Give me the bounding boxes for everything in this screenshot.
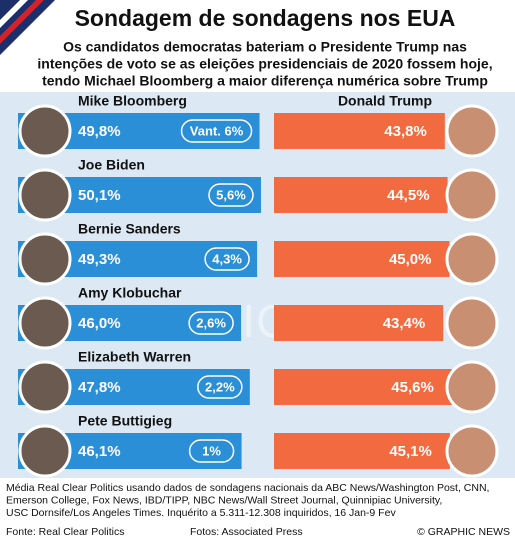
photo-credit: Fotos: Associated Press bbox=[190, 526, 303, 538]
credit: © GRAPHIC NEWS bbox=[417, 526, 510, 538]
value-label: 50,1% bbox=[78, 187, 121, 204]
margin-pill bbox=[197, 375, 243, 399]
note-line: Emerson College, Fox News, IBD/TIPP, NBC… bbox=[6, 494, 442, 506]
value-label: 47,8% bbox=[78, 379, 121, 396]
value-label: 46,0% bbox=[78, 315, 121, 332]
candidate-name: Amy Klobuchar bbox=[78, 285, 182, 301]
legend-label: Donald Trump bbox=[338, 93, 432, 109]
subtitle-line: tendo Michael Bloomberg a maior diferenç… bbox=[42, 73, 488, 89]
value-label: 49,3% bbox=[78, 251, 121, 268]
photo bbox=[445, 296, 499, 350]
margin-pill bbox=[188, 311, 234, 335]
value-label: 43,8% bbox=[384, 123, 427, 140]
chart-title: Sondagem de sondagens nos EUA bbox=[75, 5, 456, 31]
bar bbox=[274, 369, 452, 405]
value-label: 45,6% bbox=[391, 379, 434, 396]
margin-pill bbox=[208, 183, 254, 207]
photo bbox=[445, 424, 499, 478]
flag-stripe bbox=[0, 0, 44, 44]
subtitle-line: Os candidatos democratas bateriam o Pres… bbox=[63, 39, 467, 55]
value-label: 45,0% bbox=[389, 251, 432, 268]
margin-label: 2,6% bbox=[196, 315, 226, 330]
value-label: 49,8% bbox=[78, 123, 121, 140]
photo bbox=[445, 104, 499, 158]
photo bbox=[18, 104, 72, 158]
margin-label: Vant. 6% bbox=[190, 123, 244, 138]
flag-stripe bbox=[0, 0, 28, 28]
photo bbox=[445, 168, 499, 222]
photo bbox=[18, 232, 72, 286]
margin-label: 1% bbox=[202, 443, 221, 458]
photo bbox=[445, 232, 499, 286]
margin-label: 2,2% bbox=[205, 379, 235, 394]
photo bbox=[18, 168, 72, 222]
bar bbox=[274, 241, 450, 277]
margin-label: 4,3% bbox=[212, 251, 242, 266]
margin-label: 5,6% bbox=[216, 187, 246, 202]
margin-pill bbox=[204, 247, 250, 271]
note-line: USC Dornsife/Los Angeles Times. Inquérit… bbox=[6, 507, 396, 519]
panel bbox=[0, 92, 515, 478]
candidate-name: Joe Biden bbox=[78, 157, 145, 173]
candidate-name: Elizabeth Warren bbox=[78, 349, 191, 365]
bar bbox=[274, 113, 445, 149]
candidate-name: Mike Bloomberg bbox=[78, 93, 187, 109]
value-label: 43,4% bbox=[383, 315, 426, 332]
candidate-name: Bernie Sanders bbox=[78, 221, 181, 237]
value-label: 44,5% bbox=[387, 187, 430, 204]
note-line: Média Real Clear Politics usando dados d… bbox=[6, 482, 489, 494]
bar bbox=[274, 305, 444, 341]
margin-pill bbox=[180, 119, 253, 143]
source: Fonte: Real Clear Politics bbox=[6, 526, 124, 538]
bar bbox=[274, 177, 448, 213]
margin-pill bbox=[188, 439, 235, 463]
subtitle-line: intenções de voto se as eleições preside… bbox=[37, 56, 492, 72]
candidate-name: Pete Buttigieg bbox=[78, 413, 172, 429]
value-label: 45,1% bbox=[389, 443, 432, 460]
photo bbox=[18, 424, 72, 478]
bar bbox=[274, 433, 450, 469]
value-label: 46,1% bbox=[78, 443, 121, 460]
photo bbox=[18, 360, 72, 414]
photo bbox=[18, 296, 72, 350]
photo bbox=[445, 360, 499, 414]
